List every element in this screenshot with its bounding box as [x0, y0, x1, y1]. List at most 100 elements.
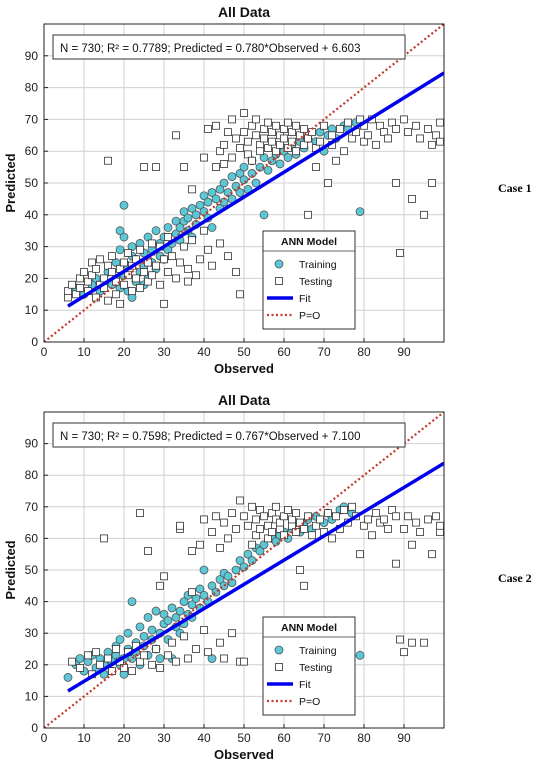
chart-title: All Data: [218, 4, 270, 20]
training-point: [195, 200, 205, 210]
legend-title: ANN Model: [281, 236, 337, 248]
y-axis-label: Predicted: [3, 153, 18, 212]
testing-point: [344, 118, 352, 127]
training-point: [175, 223, 185, 232]
testing-point: [296, 131, 304, 140]
chart-2: 0 10 20 30 40 50 60 70 80 90 0 10 20 30 40 50 60 70 80 90 Al…: [3, 392, 445, 762]
training-point: [163, 616, 173, 625]
y-tick-label: 80: [25, 468, 39, 482]
testing-point: [436, 521, 444, 530]
training-point: [315, 127, 325, 137]
testing-point: [272, 121, 280, 130]
testing-point: [380, 128, 388, 137]
testing-point: [188, 547, 196, 555]
testing-point: [92, 264, 100, 273]
testing-point: [240, 128, 248, 137]
testing-point: [140, 651, 148, 660]
testing-point: [164, 268, 172, 276]
testing-point: [384, 134, 392, 143]
testing-point: [112, 645, 120, 653]
y-tick-label: 60: [25, 531, 39, 545]
testing-point: [164, 651, 172, 660]
testing-point: [232, 134, 240, 143]
testing-point: [436, 137, 444, 146]
x-tick-label: 40: [197, 345, 211, 359]
x-tick-label: 80: [357, 731, 371, 745]
x-tick-label: 70: [317, 345, 331, 359]
legend-testing-marker: [275, 277, 283, 285]
training-point: [115, 226, 125, 236]
testing-point: [372, 140, 380, 149]
legend-testing-label: Testing: [299, 662, 332, 674]
identity-line: [44, 412, 444, 728]
testing-point: [124, 249, 132, 257]
testing-point: [172, 131, 180, 140]
testing-point: [256, 506, 264, 514]
training-point: [167, 603, 177, 613]
x-tick-label: 10: [77, 731, 91, 745]
testing-point: [372, 509, 380, 518]
training-point: [143, 613, 153, 622]
training-point: [199, 590, 209, 600]
training-point: [139, 631, 149, 641]
ticks: 0 10 20 30 40 50 60 70 80 90 0 10 20 30 40 50 60 70 80 90: [25, 49, 411, 359]
training-point: [215, 575, 225, 584]
testing-point: [152, 261, 160, 270]
testing-point: [152, 163, 160, 172]
training-point: [187, 204, 197, 213]
testing-point: [404, 512, 412, 521]
training-point: [199, 191, 209, 201]
training-point: [163, 223, 173, 232]
legend-testing-label: Testing: [299, 276, 332, 288]
training-point: [171, 613, 181, 622]
testing-point: [92, 648, 100, 657]
case-1-label: Case 1: [498, 181, 532, 195]
testing-point: [260, 125, 268, 133]
testing-point: [264, 521, 272, 530]
fit-line: [67, 461, 444, 693]
testing-point: [360, 521, 368, 530]
testing-point: [104, 261, 112, 270]
testing-point: [76, 664, 84, 672]
testing-point: [196, 540, 204, 549]
testing-point: [112, 290, 120, 299]
training-point: [155, 654, 165, 663]
testing-point: [408, 194, 416, 203]
testing-point: [260, 134, 268, 143]
testing-point: [148, 271, 156, 280]
testing-point: [120, 664, 128, 672]
testing-point: [76, 274, 84, 283]
testing-point: [272, 147, 280, 156]
testing-point: [136, 657, 144, 666]
testing-point: [436, 118, 444, 127]
testing-point: [284, 118, 292, 127]
testing-point: [236, 290, 244, 299]
training-point: [191, 594, 201, 603]
testing-point: [160, 255, 168, 264]
testing-point: [172, 274, 180, 283]
testing-point: [220, 518, 228, 527]
testing-point: [232, 268, 240, 276]
y-tick-label: 60: [25, 144, 39, 158]
testing-point: [248, 156, 256, 165]
case-2-label: Case 2: [498, 571, 532, 585]
x-tick-label: 40: [197, 731, 211, 745]
testing-point: [320, 121, 328, 130]
training-point: [211, 194, 221, 204]
testing-point: [392, 512, 400, 521]
testing-point: [412, 518, 420, 527]
testing-point: [220, 160, 228, 168]
training-point: [179, 207, 189, 217]
testing-point: [104, 296, 112, 305]
testing-point: [124, 271, 132, 280]
testing-point: [248, 502, 256, 511]
fit-line: [67, 71, 444, 308]
testing-point: [312, 163, 320, 172]
testing-point: [264, 118, 272, 127]
testing-point: [168, 252, 176, 261]
testing-point: [228, 509, 236, 518]
training-point: [263, 165, 273, 175]
testing-point: [216, 239, 224, 248]
training-point: [183, 213, 193, 223]
